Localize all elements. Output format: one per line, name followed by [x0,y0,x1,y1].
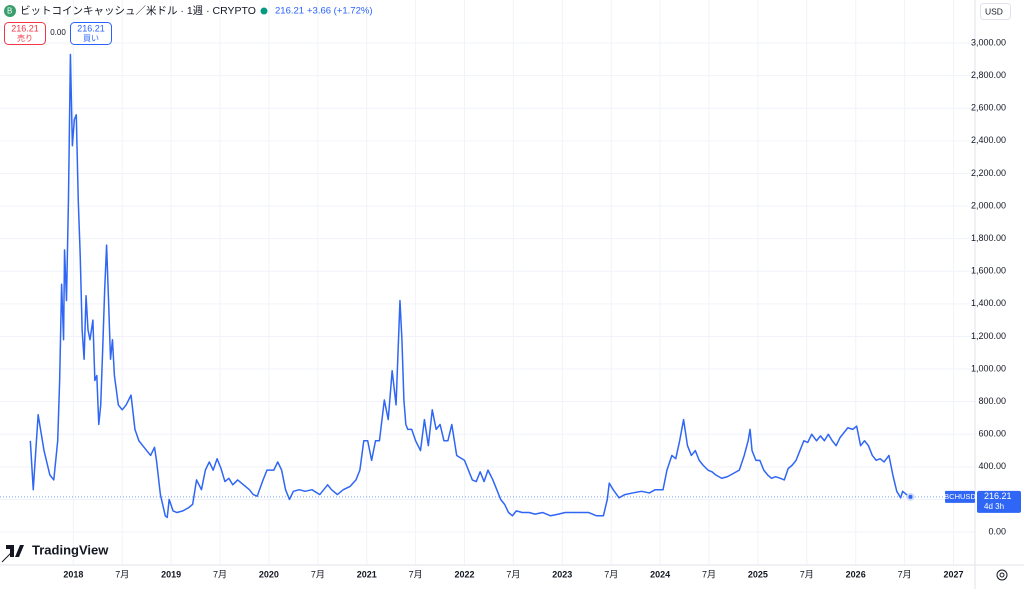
sell-button[interactable] [4,22,46,45]
last-point [906,492,915,501]
currency-button[interactable] [980,3,1011,20]
y-tick-label: 1,000.00 [971,363,1006,373]
y-tick-label: 2,000.00 [971,200,1006,210]
y-tick-label: 1,200.00 [971,331,1006,341]
x-tick-label: 2019 [161,569,181,579]
x-tick-label: 7月 [506,569,520,579]
x-tick-label: 2022 [455,569,475,579]
symbol-icon-glyph: B [7,7,12,16]
logo-text[interactable]: TradingView [32,542,109,557]
x-tick-label: 7月 [800,569,814,579]
y-tick-label: 800.00 [978,396,1006,406]
market-status [260,7,268,15]
x-tick-label: 7月 [311,569,325,579]
price-line [29,53,911,519]
x-tick-label: 7月 [702,569,716,579]
x-tick-label: 7月 [898,569,912,579]
x-tick-label: 7月 [213,569,227,579]
y-tick-label: 2,800.00 [971,70,1006,80]
grid [0,0,975,565]
drawing-tool-icon[interactable] [1,549,15,563]
y-tick-label: 3,000.00 [971,37,1006,47]
buy-label: 買い [83,34,99,43]
x-tick-label: 2023 [552,569,572,579]
y-tick-label: 2,600.00 [971,103,1006,113]
y-tick-label: 0.00 [988,526,1006,536]
x-tick-label: 2025 [748,569,768,579]
y-tick-label: 600.00 [978,429,1006,439]
x-tick-label: 2021 [357,569,377,579]
sell-label: 売り [17,33,33,43]
spread: 0.00 [50,28,66,37]
symbol-tag [945,490,975,503]
y-tick-label: 2,400.00 [971,135,1006,145]
x-tick-label: 2024 [650,569,670,579]
symbol-icon [4,5,16,17]
price-tag [977,490,1021,513]
x-tick-label: 2027 [943,569,963,579]
x-tick-label: 2026 [846,569,866,579]
price-tag-countdown: 4d 3h [984,502,1004,511]
y-tick-label: 1,600.00 [971,266,1006,276]
buy-price: 216.21 [77,23,105,33]
symbol-tag-text: BCHUSD [944,492,976,501]
settings-icon[interactable] [996,569,1008,581]
sell-price: 216.21 [11,23,39,33]
y-tick-label: 400.00 [978,461,1006,471]
last-price: 216.21 [275,6,304,17]
price-tag-value: 216.21 [984,491,1012,501]
currency: USD [985,6,1003,16]
buy-button[interactable] [70,22,112,45]
x-tick-label: 7月 [115,569,129,579]
symbol-title[interactable]: ビットコインキャッシュ／米ドル · 1週 · CRYPTO [20,4,256,17]
x-tick-label: 7月 [409,569,423,579]
plot [0,53,975,519]
price-change: +3.66 (+1.72%) [307,6,373,17]
x-tick-label: 2020 [259,569,279,579]
y-tick-label: 1,400.00 [971,298,1006,308]
y-tick-label: 1,800.00 [971,233,1006,243]
settings-icon-center [999,572,1005,578]
x-tick-label: 7月 [604,569,618,579]
x-tick-label: 2018 [63,569,83,579]
y-tick-label: 2,200.00 [971,168,1006,178]
